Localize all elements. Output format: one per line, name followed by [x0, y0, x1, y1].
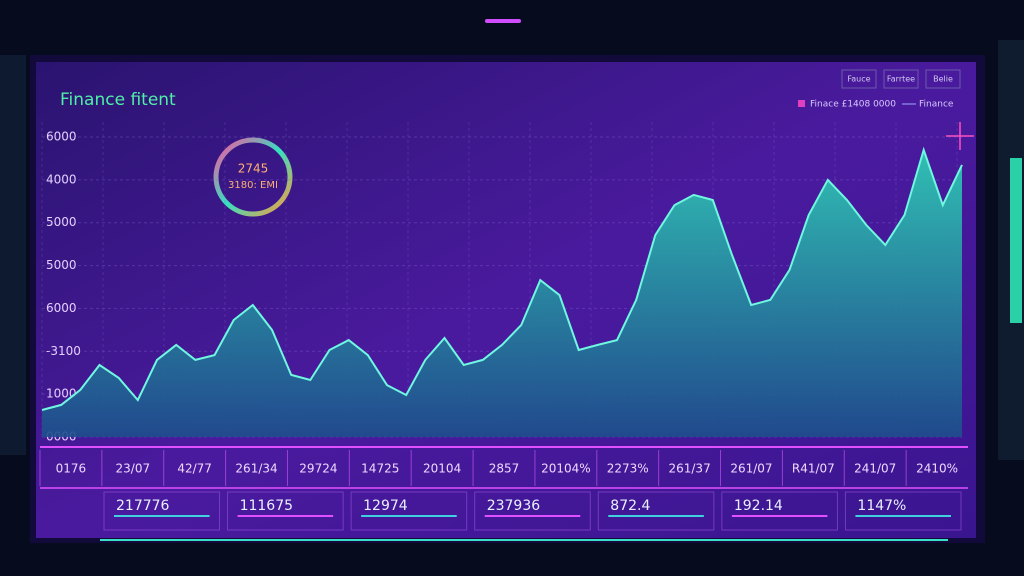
- button[interactable]: [841, 69, 877, 89]
- period-label: 261/07: [730, 462, 772, 476]
- y-tick-label: 1000: [46, 387, 77, 401]
- y-tick-label: 6000: [46, 301, 77, 315]
- button-label: Farrtee: [887, 75, 915, 84]
- summary-cell: [474, 491, 591, 531]
- summary-value: 1147%: [857, 498, 906, 514]
- button[interactable]: [925, 69, 961, 89]
- side-panel-left: [0, 55, 26, 455]
- period-label: 23/07: [116, 462, 151, 476]
- y-tick-label: 6000: [46, 130, 77, 144]
- legend-entry: Finace £1408 0000: [810, 100, 896, 110]
- period-label: 20104%: [541, 462, 591, 476]
- chart-title: Finance fitent: [60, 90, 176, 110]
- crosshair: [946, 122, 974, 150]
- y-tick-label: -3100: [46, 344, 81, 358]
- indicator-light: [485, 19, 521, 23]
- period-label: 20104: [423, 462, 461, 476]
- period-label: 2273%: [607, 462, 649, 476]
- button-label: Fauce: [847, 75, 870, 84]
- summary-value: 237936: [487, 498, 541, 514]
- period-label: 241/07: [854, 462, 896, 476]
- summary-cell: [103, 491, 221, 531]
- area-fill: [42, 149, 962, 437]
- button[interactable]: [883, 69, 919, 89]
- summary-value: 192.14: [734, 498, 783, 514]
- legend-swatch: [798, 100, 805, 107]
- area-line: [41, 146, 963, 411]
- period-label: 29724: [299, 462, 337, 476]
- period-label: 261/34: [235, 462, 277, 476]
- badge-label: 3180: EMI: [228, 180, 278, 191]
- summary-cell: [844, 491, 962, 531]
- badge-ring: [213, 137, 293, 217]
- legend-entry: Finance: [919, 100, 954, 110]
- period-label: 2857: [489, 462, 520, 476]
- badge-value: 2745: [238, 162, 269, 176]
- summary-cell: [597, 491, 715, 531]
- summary-value: 217776: [116, 498, 170, 514]
- summary-value: 872.4: [610, 498, 650, 514]
- button-label: Belie: [933, 75, 953, 84]
- period-label: R41/07: [792, 462, 835, 476]
- period-label: 261/37: [668, 462, 710, 476]
- summary-value: 111675: [240, 498, 293, 514]
- y-tick-label: 5000: [46, 258, 77, 272]
- period-label: 2410%: [916, 462, 958, 476]
- period-label: 14725: [361, 462, 399, 476]
- summary-cell: [721, 491, 838, 531]
- summary-cell: [350, 491, 468, 531]
- period-label: 42/77: [177, 462, 212, 476]
- summary-value: 12974: [363, 498, 408, 514]
- y-tick-label: 5000: [46, 215, 77, 229]
- y-tick-label: 4000: [46, 172, 77, 186]
- side-gauge: [1010, 158, 1022, 323]
- summary-cell: [227, 491, 344, 531]
- period-label: 0176: [56, 462, 87, 476]
